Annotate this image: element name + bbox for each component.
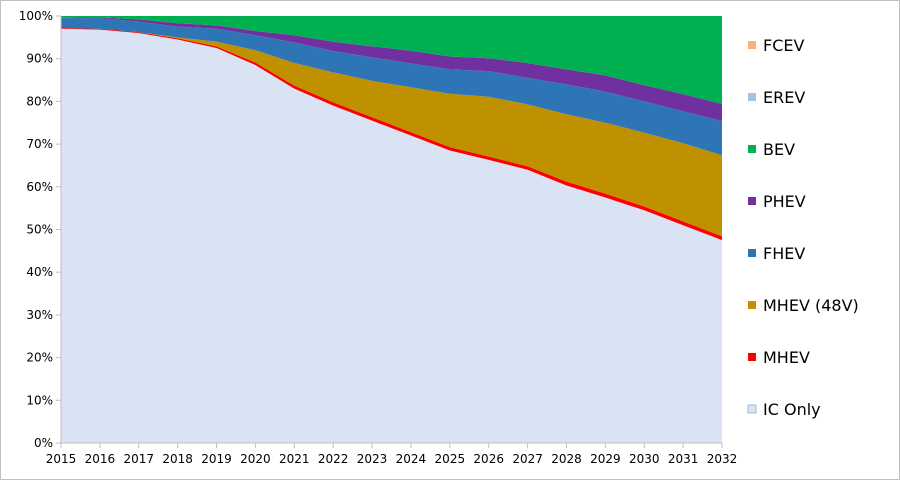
x-tick-label: 2032 (707, 452, 738, 466)
legend-label-phev: PHEV (763, 192, 806, 211)
y-tick-label: 10% (26, 393, 53, 407)
x-tick-label: 2019 (201, 452, 232, 466)
y-tick-label: 40% (26, 265, 53, 279)
x-tick-label: 2023 (357, 452, 388, 466)
y-tick-label: 70% (26, 137, 53, 151)
x-tick-label: 2020 (240, 452, 271, 466)
legend-swatch-bev (748, 145, 756, 153)
legend-label-fcev: FCEV (763, 36, 804, 55)
legend-swatch-fhev (748, 249, 756, 257)
x-tick-label: 2021 (279, 452, 310, 466)
x-tick-label: 2015 (46, 452, 77, 466)
y-tick-label: 20% (26, 351, 53, 365)
x-tick-label: 2029 (590, 452, 621, 466)
legend-swatch-phev (748, 197, 756, 205)
plot-areas (61, 16, 722, 444)
series-area-mhev-48v (61, 27, 722, 237)
x-tick-label: 2028 (551, 452, 582, 466)
legend-label-fhev: FHEV (763, 244, 805, 263)
legend-swatch-ic-only (747, 404, 757, 414)
y-tick-label: 90% (26, 52, 53, 66)
legend-label-erev: EREV (763, 88, 805, 107)
y-tick-labels: 0% 10% 20% 30% 40% 50% 60% 70% 80% 90% 100% (19, 9, 53, 450)
legend: FCEV EREV BEV PHEV FHEV MHEV (48V) MHEV IC Only (747, 36, 859, 419)
y-tick-label: 30% (26, 308, 53, 322)
y-tick-label: 60% (26, 180, 53, 194)
x-tick-label: 2018 (162, 452, 193, 466)
legend-label-ic-only: IC Only (763, 400, 821, 419)
legend-swatch-fcev (748, 41, 756, 49)
axes (56, 15, 723, 448)
legend-label-mhev-48v: MHEV (48V) (763, 296, 859, 315)
y-tick-label: 0% (34, 436, 53, 450)
y-tick-label: 50% (26, 223, 53, 237)
x-tick-label: 2030 (629, 452, 660, 466)
y-tick-label: 100% (19, 9, 53, 23)
legend-label-mhev: MHEV (763, 348, 810, 367)
x-tick-labels: 2015 2016 2017 2018 2019 2020 2021 2022 2023 2024… (46, 452, 738, 466)
series-area-ic-only (61, 28, 722, 444)
legend-swatch-erev (748, 93, 756, 101)
y-tick-label: 80% (26, 94, 53, 108)
legend-label-bev: BEV (763, 140, 795, 159)
legend-swatch-mhev-48v (748, 301, 756, 309)
x-tick-label: 2017 (123, 452, 154, 466)
x-tick-label: 2016 (85, 452, 116, 466)
x-tick-label: 2024 (396, 452, 427, 466)
x-tick-label: 2027 (512, 452, 543, 466)
x-tick-label: 2026 (473, 452, 504, 466)
series-area-bev (61, 16, 722, 104)
x-tick-label: 2025 (435, 452, 466, 466)
x-tick-label: 2031 (668, 452, 699, 466)
x-tick-label: 2022 (318, 452, 349, 466)
legend-swatch-mhev (748, 353, 756, 361)
